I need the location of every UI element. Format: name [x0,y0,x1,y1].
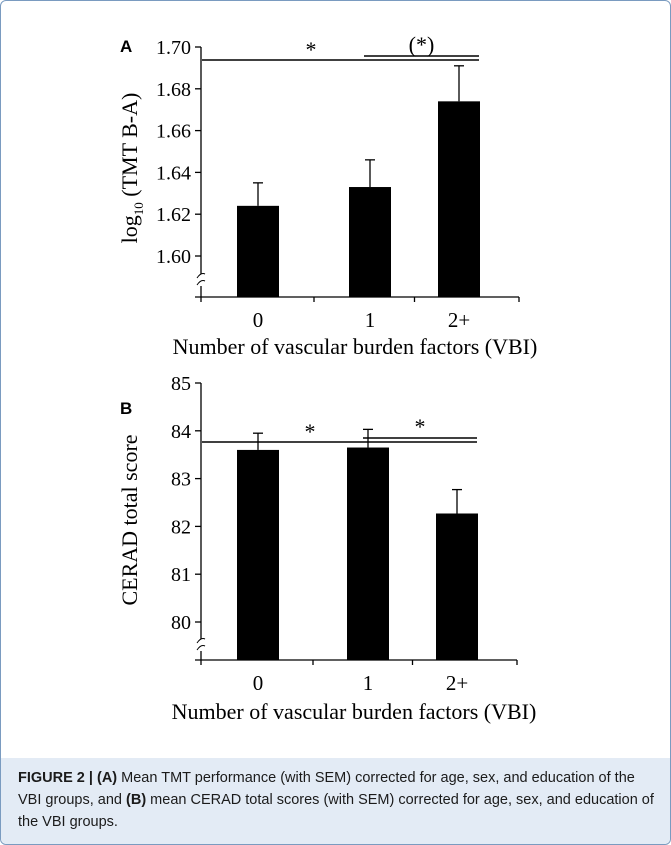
y-axis-label-a: log10 (TMT B-A) [117,93,146,244]
y-tick-label-b: 82 [171,516,191,538]
y-tick-label-a: 1.70 [156,37,191,59]
bar-b-0 [237,449,279,660]
y-tick-label-a: 1.60 [156,246,191,268]
figure-charts: A1.601.621.641.661.681.700 1 2+Number of v… [117,32,538,724]
caption-part-b-text: mean CERAD total scores (with SEM) corre… [18,792,654,830]
y-tick-label-a: 1.62 [156,204,191,226]
y-axis-label-b: CERAD total score [117,434,142,605]
x-tick-label-a: 1 [365,308,376,332]
caption-part-b-label: (B) [126,792,147,808]
y-tick-label-b: 81 [171,564,191,586]
x-tick-label-b: 0 [253,671,264,695]
bar-a-2 [438,101,480,297]
x-tick-label-a: 0 [253,308,264,332]
y-tick-label-b: 83 [171,469,191,491]
panel-label-a: A [120,37,132,56]
axis-break-icon-b [196,638,206,644]
caption-figure-label: FIGURE 2 | [18,770,97,786]
y-tick-label-a: 1.66 [156,121,191,143]
x-axis-label-a: Number of vascular burden factors (VBI) [173,334,538,359]
axis-break-icon-b [196,645,206,651]
axis-break-icon-a [196,280,206,286]
bar-b-2 [436,513,478,660]
caption-box [1,758,670,844]
x-tick-label-a: 2+ [448,308,470,332]
panel-label-b: B [120,399,132,418]
significance-label-a: (*) [409,32,435,57]
x-tick-label-b: 2+ [446,671,468,695]
x-axis-label-b: Number of vascular burden factors (VBI) [172,699,537,724]
x-tick-label-b: 1 [363,671,374,695]
significance-label-b: * [415,414,426,439]
y-tick-label-a: 1.68 [156,79,191,101]
significance-label-a: * [306,37,317,62]
caption-part-a-label: (A) [97,770,118,786]
bar-b-1 [347,447,389,660]
significance-label-b: * [305,419,316,444]
figure-caption: FIGURE 2 | (A) Mean TMT performance (wit… [18,767,654,833]
bar-a-1 [349,187,391,297]
y-tick-label-b: 80 [171,612,191,634]
y-tick-label-a: 1.64 [156,162,191,184]
y-tick-label-b: 85 [171,373,191,395]
y-tick-label-b: 84 [171,421,191,443]
caption-part-a-text: Mean TMT performance (with SEM) correcte… [18,770,635,808]
axis-break-icon-a [196,273,206,279]
bar-a-0 [237,205,279,297]
